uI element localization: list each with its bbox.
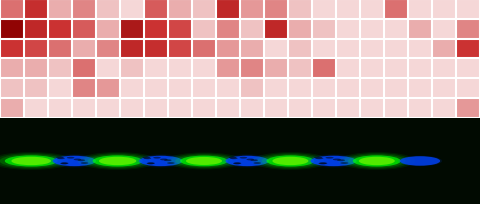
Ellipse shape	[81, 162, 88, 164]
Ellipse shape	[304, 154, 363, 168]
Ellipse shape	[47, 154, 103, 168]
Ellipse shape	[93, 156, 143, 167]
Ellipse shape	[257, 153, 324, 169]
Ellipse shape	[253, 162, 261, 164]
Ellipse shape	[83, 153, 153, 169]
Ellipse shape	[340, 162, 348, 164]
Ellipse shape	[146, 163, 154, 165]
Ellipse shape	[308, 155, 359, 167]
Ellipse shape	[133, 154, 189, 168]
Ellipse shape	[400, 156, 440, 166]
Ellipse shape	[180, 156, 228, 166]
Ellipse shape	[251, 160, 258, 161]
Ellipse shape	[73, 159, 81, 161]
Ellipse shape	[0, 152, 73, 170]
Ellipse shape	[0, 154, 63, 168]
Ellipse shape	[315, 158, 324, 159]
Ellipse shape	[61, 163, 69, 164]
Ellipse shape	[144, 158, 151, 159]
Ellipse shape	[0, 153, 68, 169]
Ellipse shape	[60, 163, 68, 165]
Ellipse shape	[166, 153, 242, 170]
Ellipse shape	[229, 157, 237, 159]
Ellipse shape	[88, 154, 147, 168]
Ellipse shape	[234, 163, 241, 164]
Ellipse shape	[338, 152, 415, 170]
Ellipse shape	[78, 152, 157, 170]
Ellipse shape	[137, 155, 184, 167]
Ellipse shape	[333, 159, 341, 161]
Ellipse shape	[348, 154, 406, 168]
Ellipse shape	[139, 156, 182, 166]
Ellipse shape	[143, 157, 150, 159]
Ellipse shape	[233, 163, 240, 165]
Ellipse shape	[240, 157, 247, 159]
Ellipse shape	[53, 156, 96, 166]
Ellipse shape	[67, 157, 74, 159]
Ellipse shape	[153, 157, 161, 159]
Ellipse shape	[311, 156, 357, 166]
Ellipse shape	[314, 157, 322, 159]
Ellipse shape	[318, 163, 326, 165]
Ellipse shape	[175, 155, 233, 167]
Ellipse shape	[337, 160, 345, 161]
Ellipse shape	[252, 152, 329, 170]
Ellipse shape	[262, 154, 319, 168]
Ellipse shape	[398, 156, 442, 166]
Ellipse shape	[50, 155, 98, 167]
Ellipse shape	[219, 154, 276, 168]
Ellipse shape	[226, 156, 269, 166]
Ellipse shape	[230, 158, 238, 159]
Ellipse shape	[12, 157, 51, 165]
Ellipse shape	[56, 157, 64, 159]
Ellipse shape	[99, 157, 136, 165]
Ellipse shape	[147, 163, 155, 164]
Ellipse shape	[272, 157, 308, 165]
Ellipse shape	[160, 159, 168, 161]
Ellipse shape	[224, 155, 271, 167]
Ellipse shape	[266, 156, 314, 167]
Ellipse shape	[57, 158, 65, 159]
Ellipse shape	[78, 160, 85, 161]
Ellipse shape	[343, 153, 410, 169]
Ellipse shape	[353, 156, 401, 167]
Ellipse shape	[319, 163, 327, 164]
Ellipse shape	[167, 162, 175, 164]
Ellipse shape	[170, 154, 238, 169]
Ellipse shape	[359, 157, 395, 165]
Ellipse shape	[246, 159, 254, 161]
Ellipse shape	[186, 157, 222, 165]
Ellipse shape	[164, 160, 171, 161]
Ellipse shape	[5, 156, 58, 167]
Ellipse shape	[325, 157, 334, 159]
